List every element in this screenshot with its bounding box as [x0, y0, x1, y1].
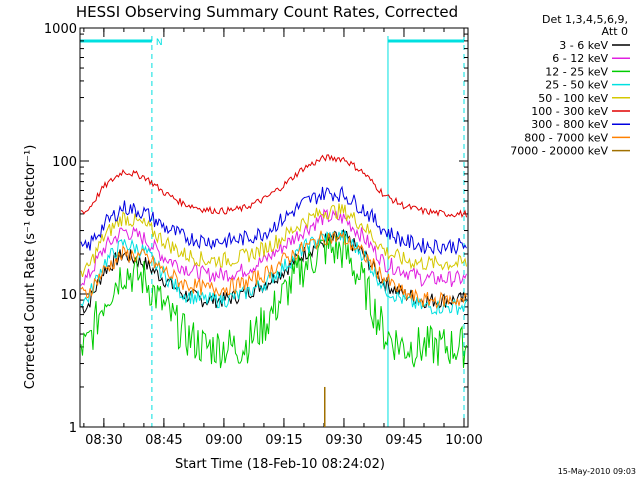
series-path	[80, 233, 467, 369]
series-line	[80, 230, 467, 310]
legend-entry-label: 100 - 300 keV	[531, 105, 608, 118]
legend-entry: 6 - 12 keV	[552, 52, 630, 65]
series-path	[80, 208, 467, 287]
legend-entry-label: 12 - 25 keV	[545, 65, 608, 78]
x-tick-label: 08:45	[145, 433, 182, 448]
legend-entry: 300 - 800 keV	[531, 118, 630, 131]
timestamp: 15-May-2010 09:03	[558, 467, 636, 476]
y-tick-label: 10	[60, 288, 77, 303]
series-line	[80, 230, 467, 316]
plot-frame	[79, 27, 469, 428]
x-tick-label: 10:00	[445, 433, 482, 448]
y-tick-label: 100	[52, 155, 77, 170]
legend-entry: 100 - 300 keV	[531, 105, 630, 118]
x-tick-label: 09:15	[265, 433, 302, 448]
x-tick-label: 09:30	[325, 433, 362, 448]
y-tick-label: 1	[69, 421, 77, 436]
legend-entry: 800 - 7000 keV	[524, 131, 630, 144]
chart-title: HESSI Observing Summary Count Rates, Cor…	[76, 3, 458, 21]
legend-entry: 12 - 25 keV	[545, 65, 630, 78]
x-tick-label: 09:00	[205, 433, 242, 448]
x-tick-label: 08:30	[85, 433, 122, 448]
legend-entry-label: 7000 - 20000 keV	[510, 145, 608, 158]
series-line	[80, 208, 467, 287]
legend-entry-label: 50 - 100 keV	[538, 92, 608, 105]
legend-entry-label: 25 - 50 keV	[545, 79, 608, 92]
series-line	[80, 154, 467, 218]
legend-entry-label: 3 - 6 keV	[559, 39, 608, 52]
legend-header: Det 1,3,4,5,6,9,	[542, 13, 628, 26]
legend-entry-label: 6 - 12 keV	[552, 52, 608, 65]
series-path	[80, 185, 467, 256]
series-line	[80, 185, 467, 256]
series-path	[80, 203, 467, 278]
legend-entry: 7000 - 20000 keV	[510, 145, 630, 158]
series-line	[80, 233, 467, 369]
y-tick-label: 1000	[44, 22, 77, 37]
plot-area: N 1 10 100 1000 08:30 08:45 09:00 09:15 09:30 09:4…	[44, 22, 483, 448]
legend-entry: 3 - 6 keV	[559, 39, 630, 52]
series-path	[80, 230, 467, 310]
legend-entry-label: 800 - 7000 keV	[524, 131, 608, 144]
legend-entry-label: 300 - 800 keV	[531, 118, 608, 131]
y-axis-label: Corrected Count Rate (s⁻¹ detector⁻¹)	[23, 145, 38, 390]
series-path	[80, 154, 467, 218]
legend-header: Att 0	[602, 25, 628, 38]
night-marker: N	[156, 38, 163, 48]
legend-entry: 50 - 100 keV	[538, 92, 630, 105]
legend-entry: 25 - 50 keV	[545, 79, 630, 92]
series-line	[80, 203, 467, 278]
x-tick-label: 09:45	[385, 433, 422, 448]
x-axis-label: Start Time (18-Feb-10 08:24:02)	[175, 457, 385, 472]
series-path	[80, 230, 467, 316]
